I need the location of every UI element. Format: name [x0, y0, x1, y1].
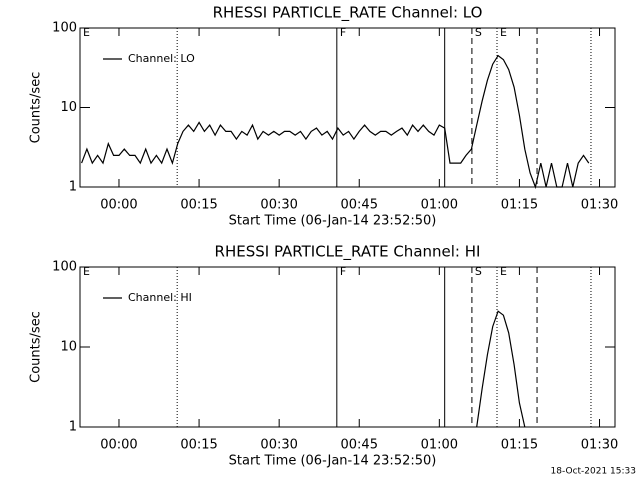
legend-label: Channel: LO [128, 52, 195, 65]
event-label: F [340, 265, 346, 278]
legend-label: Channel: HI [128, 291, 192, 304]
x-tick-label: 01:00 [421, 438, 458, 453]
event-label: S [475, 265, 482, 278]
y-axis-label: Counts/sec [29, 311, 44, 383]
x-tick-label: 00:15 [180, 198, 217, 213]
x-tick-label: 00:15 [180, 438, 217, 453]
y-tick-label: 1 [69, 420, 77, 435]
x-tick-label: 00:45 [341, 438, 378, 453]
x-tick-label: 01:15 [501, 198, 538, 213]
x-tick-label: 00:30 [260, 198, 297, 213]
y-tick-label: 10 [60, 340, 77, 355]
chart-title: RHESSI PARTICLE_RATE Channel: LO [213, 4, 483, 23]
x-tick-label: 00:30 [260, 438, 297, 453]
x-tick-label: 01:00 [421, 198, 458, 213]
footer: 18-Oct-2021 15:33 [551, 467, 636, 477]
data-line [81, 54, 590, 190]
x-tick-label: 01:30 [581, 438, 618, 453]
x-tick-label: 00:00 [100, 438, 137, 453]
event-label: S [475, 26, 482, 39]
event-label: E [83, 26, 90, 39]
x-tick-label: 00:45 [341, 198, 378, 213]
chart-title: RHESSI PARTICLE_RATE Channel: HI [215, 243, 481, 262]
event-label: E [83, 265, 90, 278]
y-axis-label: Counts/sec [29, 72, 44, 144]
x-axis-label: Start Time (06-Jan-14 23:52:50) [229, 454, 437, 469]
event-label: E [500, 26, 507, 39]
y-tick-label: 100 [52, 260, 77, 275]
x-axis-label: Start Time (06-Jan-14 23:52:50) [229, 214, 437, 229]
event-label: F [340, 26, 346, 39]
y-tick-label: 10 [60, 100, 77, 115]
x-tick-label: 01:30 [581, 198, 618, 213]
event-label: E [500, 265, 507, 278]
y-tick-label: 1 [69, 180, 77, 195]
y-tick-label: 100 [52, 21, 77, 36]
x-tick-label: 01:15 [501, 438, 538, 453]
data-line [476, 310, 526, 428]
x-tick-label: 00:00 [100, 198, 137, 213]
